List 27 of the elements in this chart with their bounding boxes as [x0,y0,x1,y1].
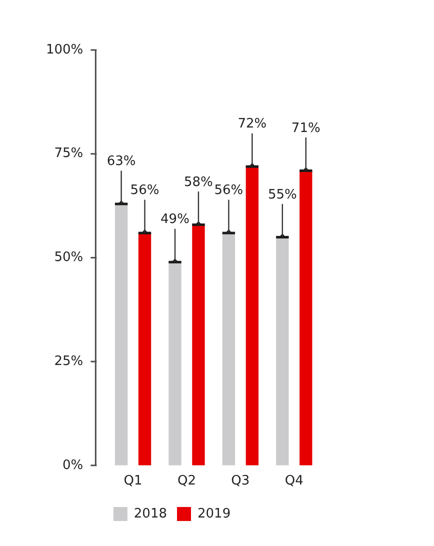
x-tick-label: Q4 [284,474,304,489]
bar [114,204,128,466]
data-label: 55% [268,187,297,202]
bar [300,170,312,466]
data-label: 71% [291,120,320,136]
data-label: 49% [160,212,190,228]
x-tick-label: Q2 [177,474,196,489]
bar [192,224,205,466]
data-label: 58% [184,174,213,190]
bar [168,262,182,466]
data-label: 56% [130,183,160,198]
data-label: 72% [238,116,267,132]
y-tick-label: 100% [46,42,84,58]
x-tick-label: Q3 [231,474,250,489]
y-tick-label: 50% [54,250,84,266]
bar [138,232,152,466]
x-tick-label: Q1 [124,474,142,489]
legend-label: 2019 [198,506,231,522]
bar [246,166,259,466]
y-tick-label: 25% [54,354,84,369]
data-label: 63% [106,154,136,170]
y-tick-label: 0% [62,458,84,473]
data-label: 56% [214,183,244,198]
legend-label: 2018 [134,506,168,522]
bar [222,232,236,466]
bar [276,236,289,466]
y-tick-label: 75% [54,146,84,162]
